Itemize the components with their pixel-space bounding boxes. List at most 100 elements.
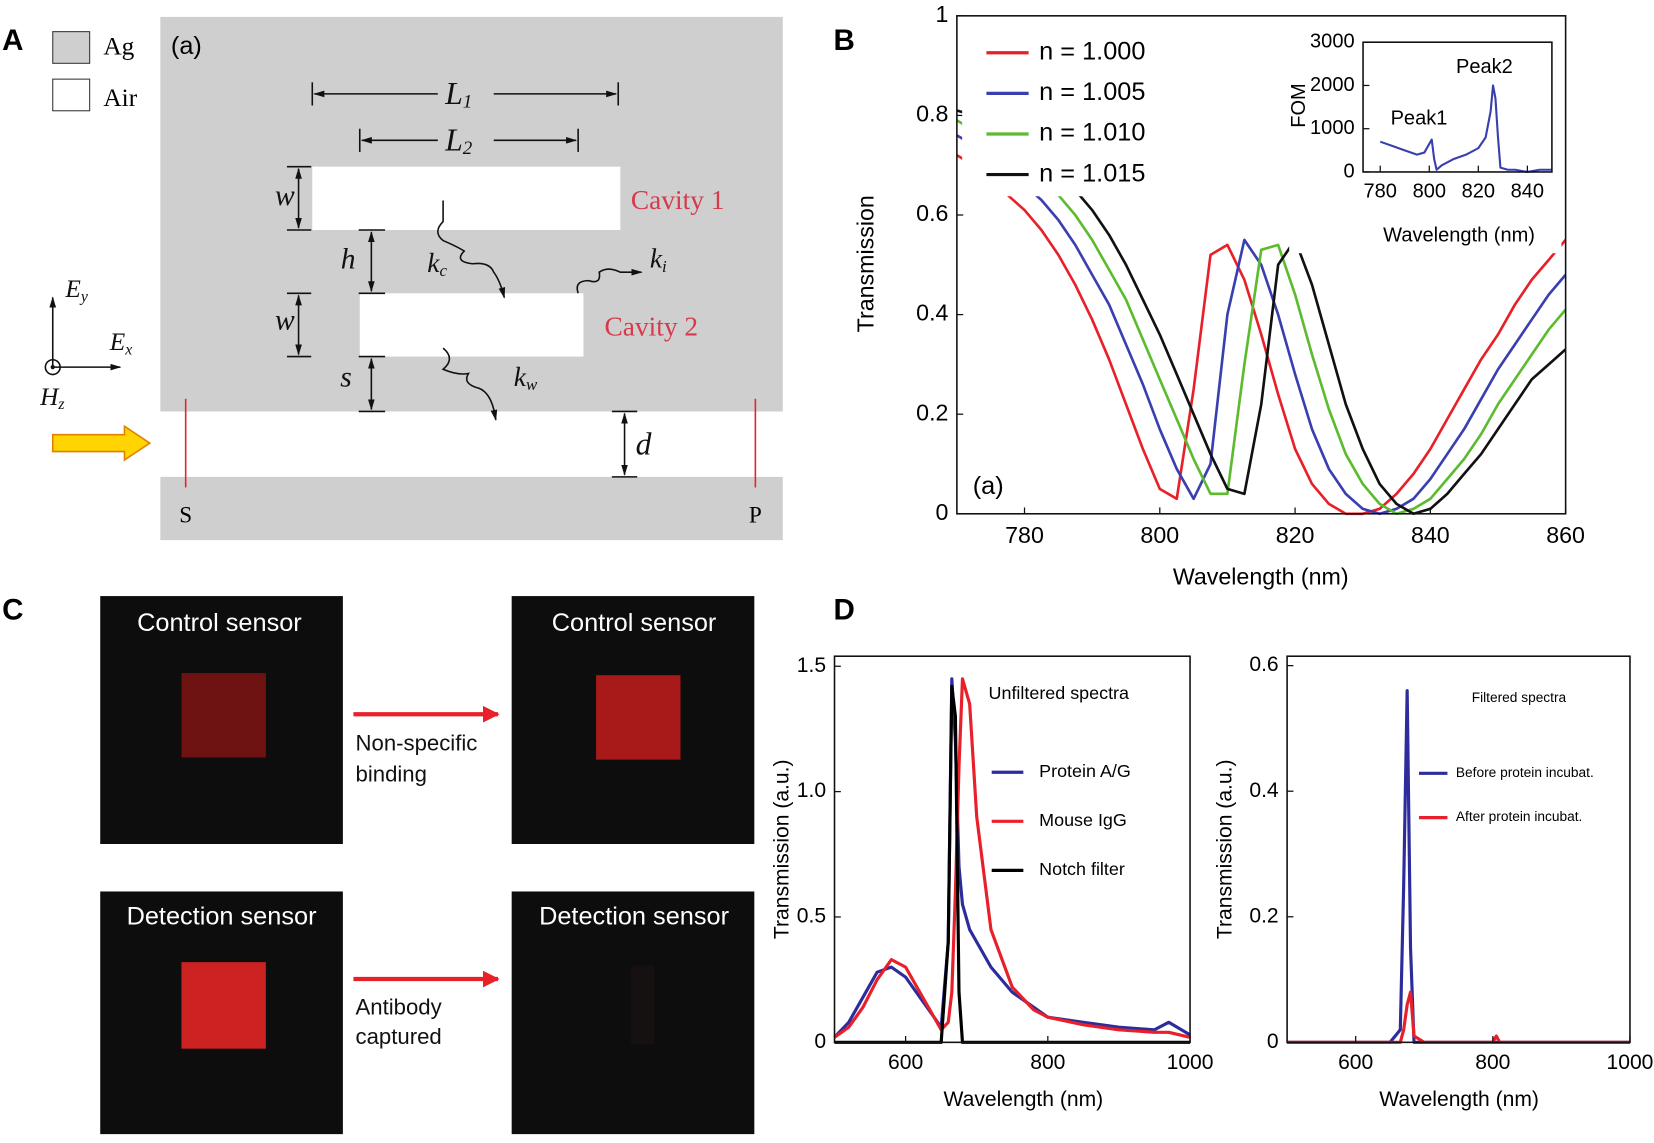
dim-sub: 2 xyxy=(463,138,473,159)
x-tick-label: 800 xyxy=(1413,180,1446,202)
y-axis-label: Transmission (a.u.) xyxy=(1213,759,1236,939)
wave-base: k xyxy=(427,248,440,278)
x-tick-label: 840 xyxy=(1411,522,1450,548)
series-line xyxy=(1287,689,1630,1044)
field-base: H xyxy=(39,383,60,411)
y-tick-label: 0.6 xyxy=(1249,653,1278,676)
y-tick-label: 0 xyxy=(1267,1030,1279,1053)
sensor-images: Control sensor Control sensor Detection … xyxy=(100,596,755,1135)
cavity-label: Cavity 2 xyxy=(605,311,699,341)
wave-base: k xyxy=(514,362,527,392)
legend-label: n = 1.015 xyxy=(1039,159,1145,187)
input-arrow xyxy=(51,424,152,462)
y-tick-label: 0 xyxy=(1343,160,1354,182)
wave-label: kc xyxy=(427,248,447,280)
wave-label: kw xyxy=(514,362,538,394)
port-label: P xyxy=(749,502,762,528)
legend-label: After protein incubat. xyxy=(1456,809,1582,824)
legend-label: Ag xyxy=(103,32,134,60)
sensor-title: Control sensor xyxy=(137,609,302,637)
wave xyxy=(576,268,643,294)
dim-base: L xyxy=(444,76,463,111)
x-tick-label: 780 xyxy=(1005,522,1044,548)
field-label: Ey xyxy=(64,275,88,305)
y-tick-label: 0.2 xyxy=(1249,904,1278,927)
y-tick-label: 0 xyxy=(936,499,949,525)
diagram: Ag Air (a) xyxy=(39,16,783,541)
dim-label: w xyxy=(275,305,295,337)
diagram-label: (a) xyxy=(171,32,202,60)
y-tick-label: 0.5 xyxy=(797,905,826,928)
legend-label: Protein A/G xyxy=(1039,761,1131,781)
step-label: Non-specific xyxy=(356,731,478,756)
wave-base: k xyxy=(650,244,663,274)
y-tick-label: 0.6 xyxy=(916,200,948,226)
sensor-title: Detection sensor xyxy=(127,903,318,931)
x-axis-label: Wavelength (nm) xyxy=(1383,225,1535,247)
x-tick-label: 840 xyxy=(1511,180,1544,202)
field-label: Hz xyxy=(39,383,64,413)
dimension-arrows xyxy=(44,82,643,478)
axis-out xyxy=(44,358,61,376)
dim-label: w xyxy=(275,180,295,212)
wave-sub: w xyxy=(526,375,538,394)
x-axis-label: Wavelength (nm) xyxy=(943,1088,1103,1111)
y-tick-label: 2000 xyxy=(1310,74,1355,96)
series-line xyxy=(956,154,1567,516)
sensor-spot xyxy=(181,673,266,758)
y-tick-label: 1.0 xyxy=(797,779,826,802)
panel-label: D xyxy=(833,594,854,627)
x-tick-label: 800 xyxy=(1475,1051,1510,1074)
x-axis-label: Wavelength (nm) xyxy=(1379,1088,1539,1111)
wave xyxy=(437,200,506,299)
panel-label: B xyxy=(833,24,854,57)
x-tick-label: 1000 xyxy=(1607,1051,1654,1074)
legend-label: Mouse IgG xyxy=(1039,810,1127,830)
annotation: Filtered spectra xyxy=(1472,690,1567,705)
y-axis-label: Transmission xyxy=(852,195,878,332)
dim-sub: 1 xyxy=(463,92,472,113)
plot-frame xyxy=(833,655,1191,1044)
dim-label: L2 xyxy=(444,123,473,159)
annotation: Peak2 xyxy=(1456,56,1513,78)
y-tick-label: 0 xyxy=(814,1030,826,1053)
plot-frame xyxy=(1362,41,1553,173)
dim-label: d xyxy=(636,427,652,462)
x-tick-label: 820 xyxy=(1276,522,1315,548)
series-line xyxy=(833,677,1191,1039)
legend-swatch xyxy=(52,31,91,64)
legend-label: n = 1.000 xyxy=(1039,37,1145,65)
wave-label: ki xyxy=(650,244,667,276)
x-axis-label: Wavelength (nm) xyxy=(1173,563,1349,589)
x-tick-label: 1000 xyxy=(1167,1051,1214,1074)
y-tick-label: 0.8 xyxy=(916,101,948,127)
sensor-title: Control sensor xyxy=(552,609,717,637)
dim-base: L xyxy=(444,123,463,158)
x-tick-label: 600 xyxy=(888,1051,923,1074)
step-label: captured xyxy=(356,1024,442,1049)
dimension-labels: L1 L2 w h w s d kc ki kw Ey Ex Hz xyxy=(39,76,667,461)
y-tick-label: 1 xyxy=(936,1,949,27)
annotation: Unfiltered spectra xyxy=(989,683,1129,703)
port-label: S xyxy=(179,502,192,528)
cavity-2 xyxy=(359,293,584,357)
dim-label: s xyxy=(340,362,352,394)
annotation: (a) xyxy=(973,472,1004,500)
field-sub: y xyxy=(79,288,89,305)
y-tick-label: 0.4 xyxy=(916,300,948,326)
wave xyxy=(441,347,498,421)
legend-swatch xyxy=(52,78,91,112)
metal-bottom xyxy=(160,476,783,541)
annotation: Peak1 xyxy=(1391,108,1448,130)
x-tick-label: 800 xyxy=(1030,1051,1065,1074)
panel-labels: A B C D xyxy=(2,24,855,627)
panel-label: C xyxy=(2,594,23,627)
step-labels: Non-specific binding Antibody captured xyxy=(356,731,478,1049)
plot-frame xyxy=(1286,655,1631,1044)
series-line xyxy=(833,677,1191,1039)
y-tick-label: 1000 xyxy=(1310,117,1355,139)
panel-label: A xyxy=(2,24,23,57)
y-tick-label: 3000 xyxy=(1310,30,1355,52)
y-tick-label: 1.5 xyxy=(797,654,826,677)
